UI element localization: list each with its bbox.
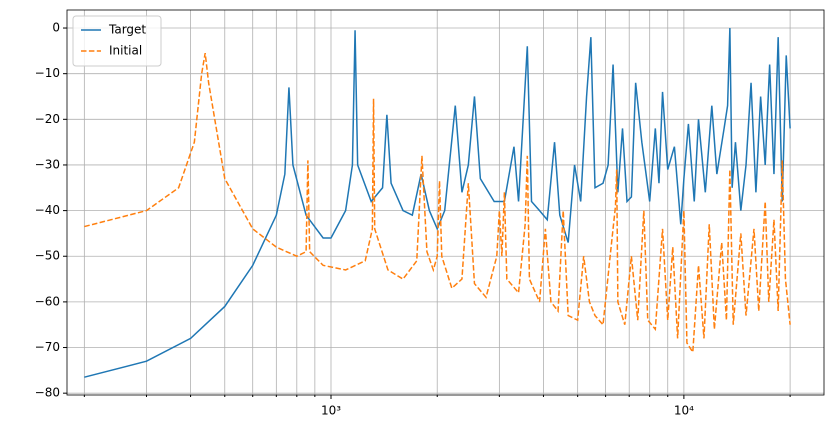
y-tick-label: −20 [35, 112, 60, 126]
x-tick-label: 10⁴ [674, 404, 694, 418]
series-line [84, 28, 791, 378]
series-line [84, 53, 791, 355]
y-tick-label: −50 [35, 249, 60, 263]
legend-label: Initial [109, 44, 142, 58]
plot-frame [66, 9, 825, 396]
y-tick-label: −80 [35, 386, 60, 400]
x-tick-label: 10³ [321, 404, 341, 418]
y-tick-label: 0 [52, 21, 60, 35]
y-tick-label: −40 [35, 203, 60, 217]
y-tick-label: −60 [35, 294, 60, 308]
legend-label: Target [108, 23, 146, 37]
y-tick-label: −30 [35, 157, 60, 171]
y-tick-label: −70 [35, 340, 60, 354]
legend-box [72, 15, 162, 67]
y-tick-label: −10 [35, 66, 60, 80]
